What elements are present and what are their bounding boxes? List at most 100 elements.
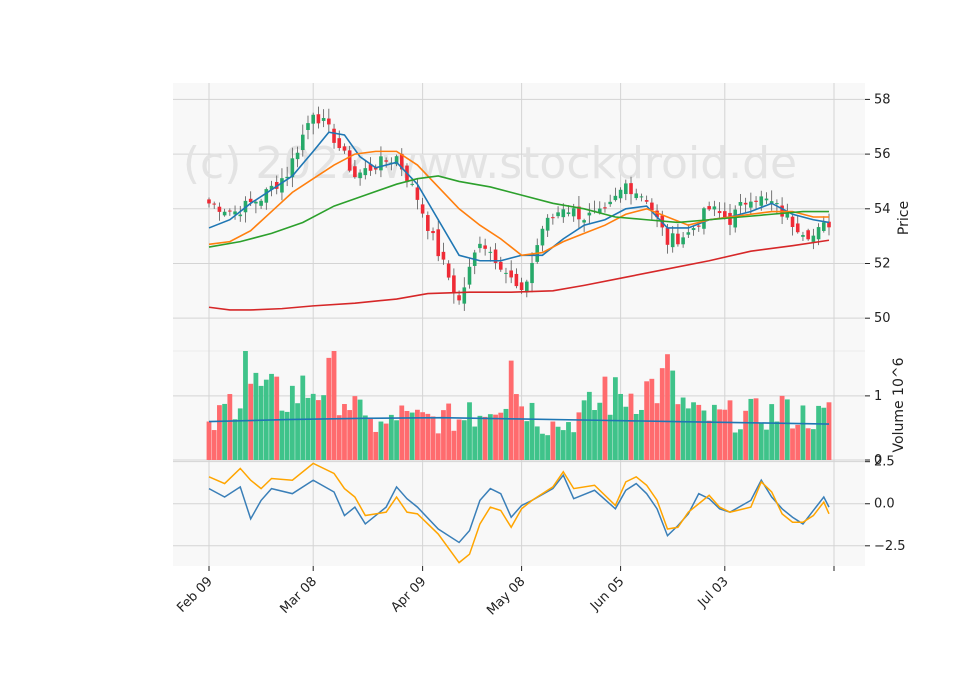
volume-bar [805, 428, 811, 460]
volume-bar [800, 405, 806, 460]
oscillator-tick-label: −2.5 [874, 539, 906, 554]
candle-up [639, 196, 644, 198]
volume-bar [701, 410, 707, 460]
volume-bar [394, 420, 399, 460]
candle-down [441, 251, 446, 260]
grid-lines [173, 83, 865, 566]
price-panel [173, 83, 865, 351]
volume-bar [727, 400, 733, 460]
volume-bar [706, 420, 712, 460]
candle-up [462, 287, 467, 304]
volume-bar [545, 435, 551, 460]
candle-up [311, 114, 316, 124]
candle-down [212, 203, 217, 205]
volume-bar [326, 357, 332, 460]
volume-bar [467, 402, 472, 460]
candle-down [509, 270, 513, 278]
candle-down [717, 211, 722, 214]
price-tick-label: 56 [874, 147, 891, 162]
candle-down [827, 221, 831, 228]
volume-bar [670, 370, 676, 460]
volume-bar [493, 414, 498, 460]
volume-bar [310, 393, 316, 460]
volume-bar [352, 396, 358, 460]
volume-bar [711, 404, 717, 460]
volume-bar [316, 400, 321, 460]
volume-bar [576, 412, 582, 460]
volume-bar [560, 430, 566, 460]
volume-bar [472, 426, 478, 460]
candle-down [603, 207, 607, 209]
volume-bar [425, 413, 431, 460]
volume-bar [602, 376, 608, 460]
candle-up [634, 193, 639, 199]
moving-average-line [208, 150, 829, 257]
oscillator-tick-label: 0.0 [874, 497, 895, 512]
candle-up [290, 158, 295, 178]
volume-bar [378, 421, 384, 460]
volume-bar [456, 419, 462, 460]
volume-bar [482, 416, 488, 460]
candle-down [728, 212, 732, 225]
candle-up [733, 209, 738, 228]
candle-up [504, 272, 508, 274]
date-tick-label: Jul 03 [695, 574, 732, 611]
volume-bar [513, 394, 519, 460]
candle-up [222, 211, 227, 216]
candle-down [665, 227, 670, 245]
candle-up [540, 228, 545, 246]
candle-down [207, 199, 211, 204]
volume-bar [274, 376, 280, 460]
date-tick-label: Jun 05 [587, 574, 627, 614]
date-tick-label: Apr 09 [388, 574, 429, 615]
volume-bar [248, 383, 254, 460]
price-tick-label: 50 [874, 311, 891, 326]
volume-bar [461, 420, 467, 460]
volume-bar [633, 413, 639, 460]
volume-bar [383, 423, 389, 460]
candle-down [399, 153, 404, 170]
volume-bar [665, 354, 670, 460]
candle-up [811, 235, 816, 242]
candle-down [217, 206, 222, 212]
volume-bar [623, 406, 629, 460]
candle-down [551, 217, 555, 219]
candle-up [259, 200, 263, 206]
candle-up [321, 118, 326, 121]
candle-up [759, 196, 764, 206]
volume-bar [211, 430, 217, 460]
price-tick-label: 54 [874, 202, 891, 217]
volume-average-line [208, 416, 830, 425]
candle-up [561, 209, 566, 218]
candle-up [264, 189, 269, 203]
candle-down [806, 230, 810, 240]
volume-bar [409, 412, 415, 460]
volume-bar [232, 419, 238, 460]
volume-bar [446, 403, 452, 460]
candle-up [358, 172, 362, 179]
volume-bar [764, 429, 769, 460]
candle-up [571, 208, 576, 217]
candle-down [650, 202, 654, 211]
volume-bar [779, 395, 785, 460]
candle-up [686, 232, 691, 235]
volume-bar [258, 385, 264, 460]
candle-up [587, 212, 592, 216]
candle-down [644, 200, 649, 202]
volume-bar [743, 410, 749, 460]
volume-bar [279, 410, 285, 460]
date-tick-label: Mar 08 [277, 574, 320, 617]
oscillator-lines [208, 462, 830, 564]
volume-bar [529, 402, 535, 460]
volume-bar [300, 375, 306, 460]
candle-up [764, 198, 769, 201]
volume-bar [420, 412, 426, 460]
candle-up [363, 168, 368, 176]
moving-averages [208, 131, 830, 311]
candle-down [316, 114, 321, 124]
candle-up [775, 203, 779, 205]
candle-down [790, 216, 795, 227]
volume-tick-label: 1 [874, 389, 882, 404]
